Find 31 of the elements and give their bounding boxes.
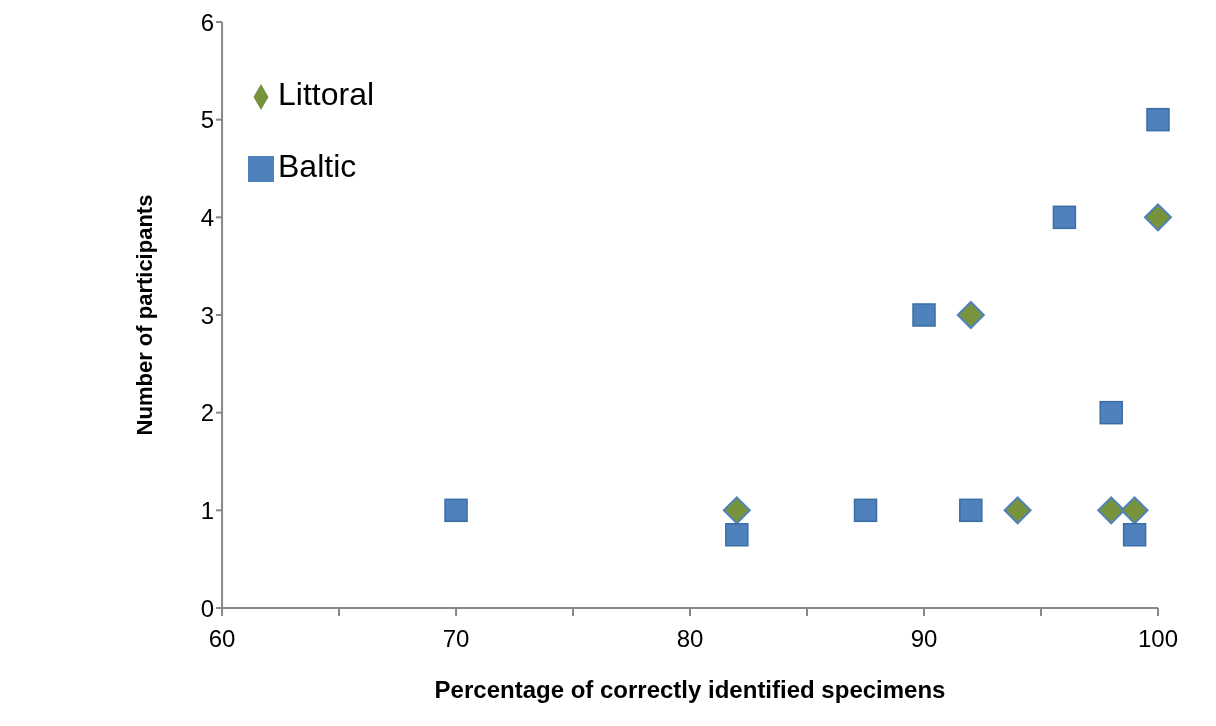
y-tick-label: 6 [200,8,215,36]
x-tick-label: 70 [442,625,470,653]
y-tick-label: 0 [200,594,215,622]
point [1003,496,1032,525]
y-axis-title: Number of participants [131,194,157,436]
y-tick-label: 4 [200,203,215,231]
point [1144,203,1172,232]
x-axis-title: Percentage of correctly identified specimens [434,676,946,703]
y-tick-label: 5 [200,106,215,134]
legend-label: Baltic [278,148,357,184]
point [956,301,985,329]
point [959,498,983,523]
x-tick-label: 90 [910,625,938,653]
point [1097,496,1126,525]
point [722,496,751,525]
y-tick-label: 3 [200,301,215,329]
legend-label: Littoral [278,76,375,112]
x-tick-label: 100 [1137,625,1179,653]
point [1099,400,1123,425]
y-tick-label: 1 [200,496,215,524]
point [1052,205,1077,230]
point [1146,107,1170,132]
point [853,498,878,523]
point [912,303,936,327]
point [725,523,749,547]
point [444,498,468,523]
point [1122,523,1147,547]
point [1120,496,1149,525]
x-tick-label: 80 [676,625,704,653]
x-tick-label: 60 [208,625,236,653]
y-tick-label: 2 [200,399,215,427]
